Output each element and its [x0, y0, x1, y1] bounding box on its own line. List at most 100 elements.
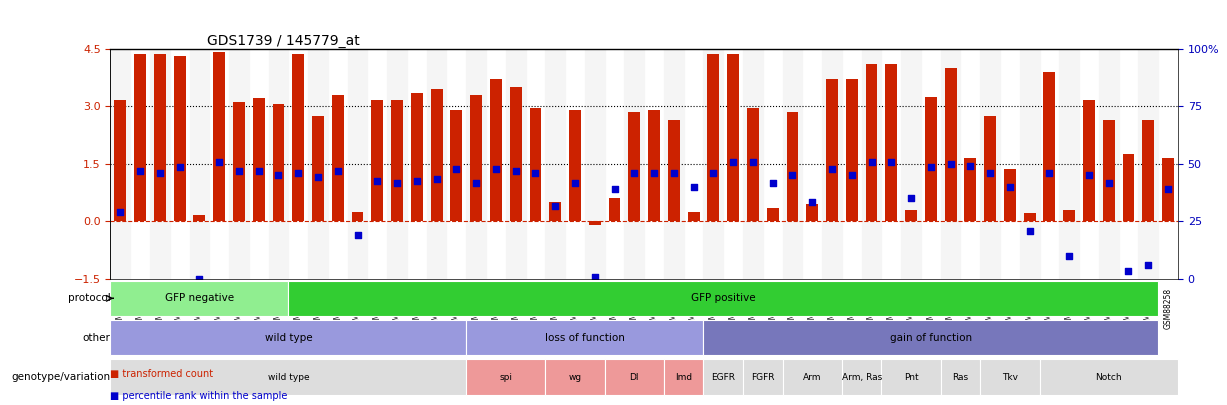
FancyBboxPatch shape — [545, 360, 605, 395]
Text: Tkv: Tkv — [1002, 373, 1018, 382]
Point — [288, 170, 308, 177]
Bar — [1103, 119, 1114, 221]
Text: Arm: Arm — [802, 373, 821, 382]
Point — [744, 158, 763, 165]
Text: ■ transformed count: ■ transformed count — [110, 369, 213, 379]
Point — [605, 185, 625, 192]
Point — [130, 168, 150, 175]
Bar — [450, 110, 463, 221]
FancyBboxPatch shape — [783, 360, 842, 395]
Bar — [1059, 49, 1079, 279]
Text: Imd: Imd — [675, 373, 692, 382]
Point — [703, 170, 723, 177]
Point — [763, 179, 783, 186]
Point — [150, 170, 169, 177]
Point — [625, 170, 644, 177]
Point — [1059, 252, 1079, 259]
Text: wg: wg — [568, 373, 582, 382]
Bar — [625, 49, 644, 279]
Text: wild type: wild type — [267, 373, 309, 382]
Point — [566, 179, 585, 186]
Bar — [703, 49, 723, 279]
Text: Arm, Ras: Arm, Ras — [842, 373, 882, 382]
Bar — [664, 49, 683, 279]
Bar — [431, 89, 443, 221]
Point — [1000, 183, 1020, 190]
Bar — [728, 54, 739, 221]
Bar — [569, 110, 580, 221]
Point — [1079, 172, 1098, 178]
Point — [802, 199, 822, 205]
Bar — [427, 49, 447, 279]
Bar — [174, 56, 185, 221]
Point — [783, 172, 802, 178]
Bar — [194, 215, 205, 221]
Bar — [1064, 210, 1075, 221]
Point — [1119, 268, 1139, 274]
Bar — [352, 211, 363, 221]
Bar — [308, 49, 328, 279]
Point — [110, 208, 130, 215]
Point — [210, 158, 229, 165]
Bar — [886, 64, 897, 221]
FancyBboxPatch shape — [110, 360, 466, 395]
Bar — [530, 108, 541, 221]
FancyBboxPatch shape — [466, 360, 545, 395]
Bar — [506, 49, 525, 279]
Bar — [114, 100, 126, 221]
FancyBboxPatch shape — [941, 360, 980, 395]
Bar — [826, 79, 838, 221]
Bar — [787, 112, 799, 221]
FancyBboxPatch shape — [110, 320, 466, 356]
Bar — [229, 49, 249, 279]
Point — [723, 158, 742, 165]
Bar — [941, 49, 961, 279]
Bar — [189, 49, 210, 279]
Bar — [411, 93, 423, 221]
FancyBboxPatch shape — [605, 360, 664, 395]
FancyBboxPatch shape — [703, 320, 1158, 356]
Bar — [628, 112, 640, 221]
Bar — [1023, 213, 1036, 221]
Point — [308, 174, 328, 180]
Text: other: other — [82, 333, 110, 343]
Text: wild type: wild type — [265, 333, 312, 343]
Bar — [783, 49, 802, 279]
Point — [941, 160, 961, 167]
Point — [980, 170, 1000, 177]
Bar — [213, 52, 225, 221]
Point — [861, 158, 881, 165]
Bar — [312, 116, 324, 221]
Bar — [253, 98, 265, 221]
Bar — [490, 79, 502, 221]
FancyBboxPatch shape — [980, 360, 1039, 395]
Bar — [1139, 49, 1158, 279]
Bar — [984, 116, 996, 221]
Bar — [347, 49, 367, 279]
Point — [1158, 185, 1178, 192]
Point — [169, 164, 189, 171]
Bar — [747, 108, 758, 221]
Bar — [233, 102, 245, 221]
Bar — [331, 95, 344, 221]
Bar — [391, 100, 402, 221]
Bar — [550, 202, 561, 221]
Text: Notch: Notch — [1096, 373, 1121, 382]
Point — [1139, 262, 1158, 269]
Bar — [767, 208, 779, 221]
Point — [961, 162, 980, 169]
Point — [486, 166, 506, 173]
Bar — [861, 49, 881, 279]
Point — [347, 231, 367, 238]
Bar — [110, 49, 130, 279]
Point — [328, 168, 347, 175]
Point — [842, 172, 861, 178]
Point — [229, 168, 249, 175]
Point — [644, 170, 664, 177]
Text: gain of function: gain of function — [890, 333, 972, 343]
Point — [1099, 179, 1119, 186]
Point — [921, 164, 941, 171]
Text: GFP positive: GFP positive — [691, 293, 756, 303]
FancyBboxPatch shape — [703, 360, 744, 395]
Point — [427, 176, 447, 182]
